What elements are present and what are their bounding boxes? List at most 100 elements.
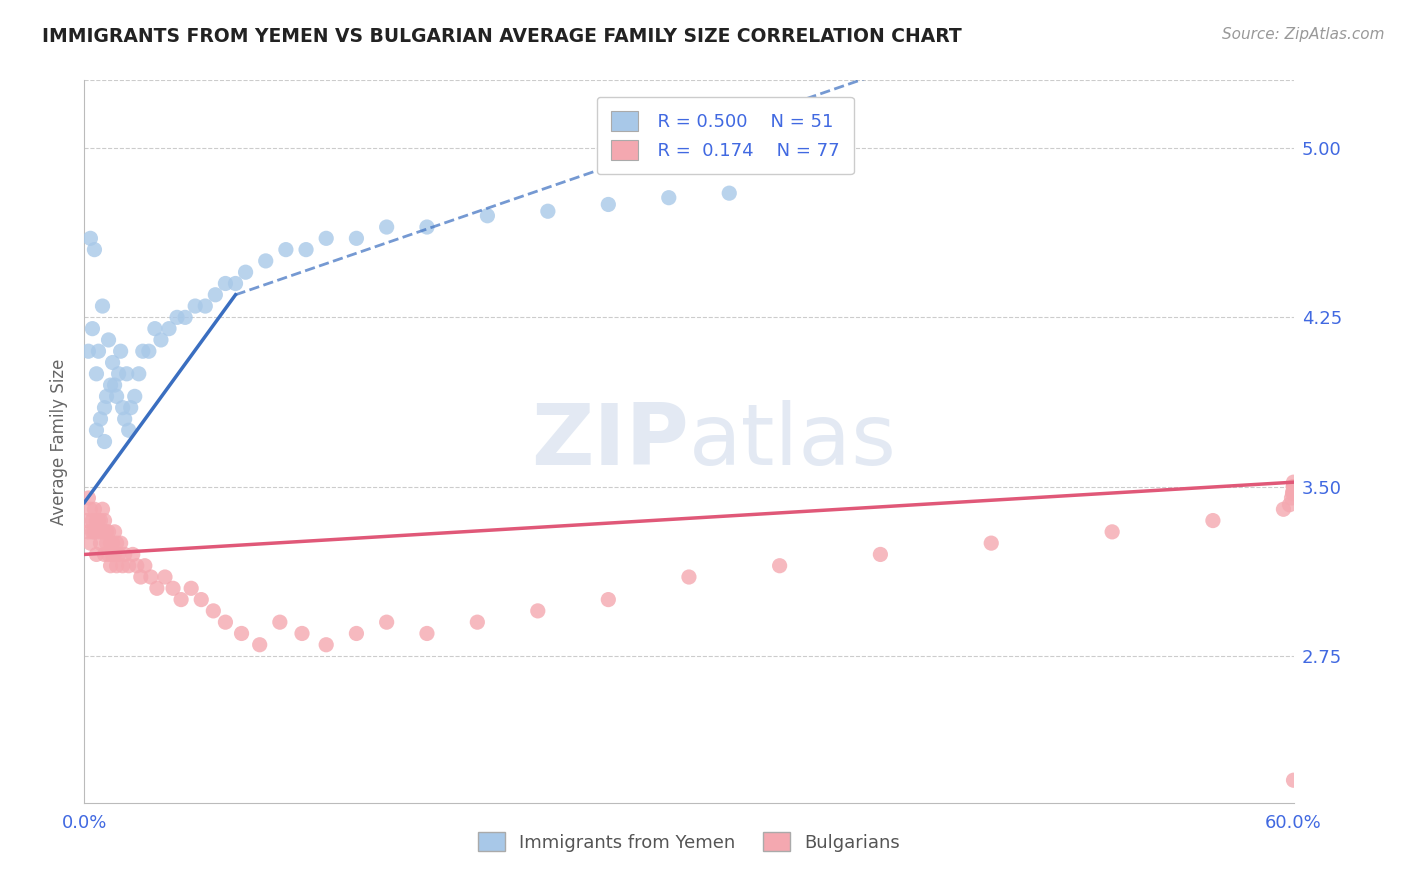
Point [477,209,499,223]
Y-axis label: Average Family Size: Average Family Size [51,359,69,524]
Point [105,536,128,550]
Point [110,344,132,359]
Point [235,265,257,279]
Point [346,626,368,640]
Point [194,299,217,313]
Point [93,548,115,562]
Point [1281,491,1303,505]
Point [1282,480,1305,494]
Point [249,638,271,652]
Point [121,548,143,562]
Point [111,558,134,573]
Text: ZIP: ZIP [531,400,689,483]
Text: atlas: atlas [689,400,897,483]
Point [86,514,108,528]
Point [143,321,166,335]
Point [93,434,115,449]
Point [107,548,129,562]
Point [75,514,97,528]
Point [146,582,169,596]
Point [100,378,122,392]
Point [869,548,891,562]
Text: IMMIGRANTS FROM YEMEN VS BULGARIAN AVERAGE FAMILY SIZE CORRELATION CHART: IMMIGRANTS FROM YEMEN VS BULGARIAN AVERA… [42,27,962,45]
Point [91,299,114,313]
Point [101,355,124,369]
Point [231,626,253,640]
Point [115,367,138,381]
Point [274,243,297,257]
Point [105,389,128,403]
Point [104,548,127,562]
Point [416,626,439,640]
Point [1282,480,1305,494]
Point [467,615,489,630]
Point [104,378,127,392]
Point [114,548,136,562]
Point [97,524,120,539]
Point [86,423,108,437]
Point [416,220,439,235]
Point [1282,773,1305,788]
Point [77,491,100,505]
Point [83,524,105,539]
Point [89,412,111,426]
Point [107,367,129,381]
Point [1282,480,1305,494]
Point [104,524,127,539]
Point [1281,486,1303,500]
Point [315,638,337,652]
Point [214,615,236,630]
Point [83,243,105,257]
Point [125,558,148,573]
Point [129,570,152,584]
Point [93,401,115,415]
Point [118,558,141,573]
Point [315,231,337,245]
Point [97,548,120,562]
Point [91,524,114,539]
Point [184,299,207,313]
Point [174,310,197,325]
Point [375,615,398,630]
Point [254,254,277,268]
Point [105,558,128,573]
Legend: Immigrants from Yemen, Bulgarians: Immigrants from Yemen, Bulgarians [471,824,907,859]
Point [1282,475,1305,490]
Point [980,536,1002,550]
Point [110,536,132,550]
Point [1282,484,1305,499]
Point [162,582,184,596]
Point [139,570,162,584]
Point [375,220,398,235]
Point [291,626,314,640]
Point [77,524,100,539]
Point [101,536,124,550]
Point [89,514,111,528]
Point [598,197,620,211]
Point [153,570,176,584]
Point [295,243,318,257]
Point [89,536,111,550]
Point [79,536,101,550]
Point [120,401,142,415]
Point [87,344,110,359]
Point [86,367,108,381]
Point [157,321,180,335]
Point [100,558,122,573]
Point [79,231,101,245]
Point [537,204,560,219]
Point [100,536,122,550]
Point [527,604,550,618]
Point [190,592,212,607]
Point [82,524,104,539]
Point [87,524,110,539]
Point [87,514,110,528]
Point [1272,502,1295,516]
Point [678,570,700,584]
Point [202,604,225,618]
Point [214,277,236,291]
Point [91,502,114,516]
Point [114,412,136,426]
Point [658,191,681,205]
Point [1101,524,1123,539]
